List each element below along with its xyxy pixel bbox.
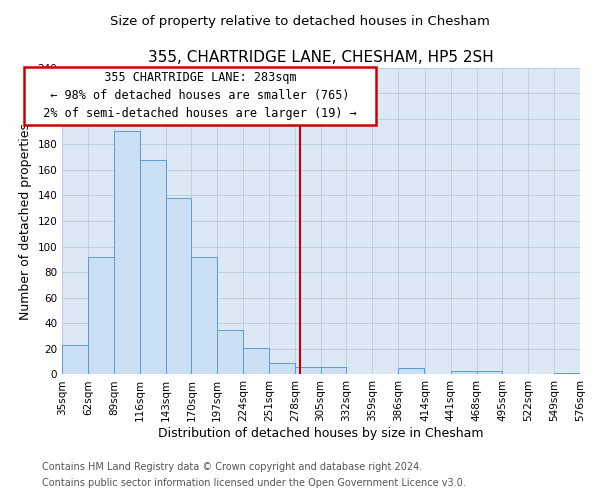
Bar xyxy=(320,367,346,374)
Bar xyxy=(398,368,424,374)
Title: 355, CHARTRIDGE LANE, CHESHAM, HP5 2SH: 355, CHARTRIDGE LANE, CHESHAM, HP5 2SH xyxy=(148,50,494,65)
Text: Contains public sector information licensed under the Open Government Licence v3: Contains public sector information licen… xyxy=(42,478,466,488)
Text: 355 CHARTRIDGE LANE: 283sqm  
  ← 98% of detached houses are smaller (765)  
  2: 355 CHARTRIDGE LANE: 283sqm ← 98% of det… xyxy=(29,72,371,120)
Bar xyxy=(451,370,476,374)
Bar xyxy=(217,330,243,374)
Bar xyxy=(191,257,217,374)
Text: Contains HM Land Registry data © Crown copyright and database right 2024.: Contains HM Land Registry data © Crown c… xyxy=(42,462,422,472)
Bar xyxy=(166,198,191,374)
X-axis label: Distribution of detached houses by size in Chesham: Distribution of detached houses by size … xyxy=(158,427,484,440)
Text: Size of property relative to detached houses in Chesham: Size of property relative to detached ho… xyxy=(110,14,490,28)
Bar xyxy=(114,132,140,374)
Bar xyxy=(88,257,114,374)
Bar xyxy=(269,363,295,374)
Bar xyxy=(554,373,580,374)
Bar xyxy=(476,370,502,374)
Y-axis label: Number of detached properties: Number of detached properties xyxy=(19,122,32,320)
Bar xyxy=(295,367,320,374)
Bar xyxy=(243,348,269,374)
Bar xyxy=(140,160,166,374)
Bar xyxy=(62,345,88,374)
